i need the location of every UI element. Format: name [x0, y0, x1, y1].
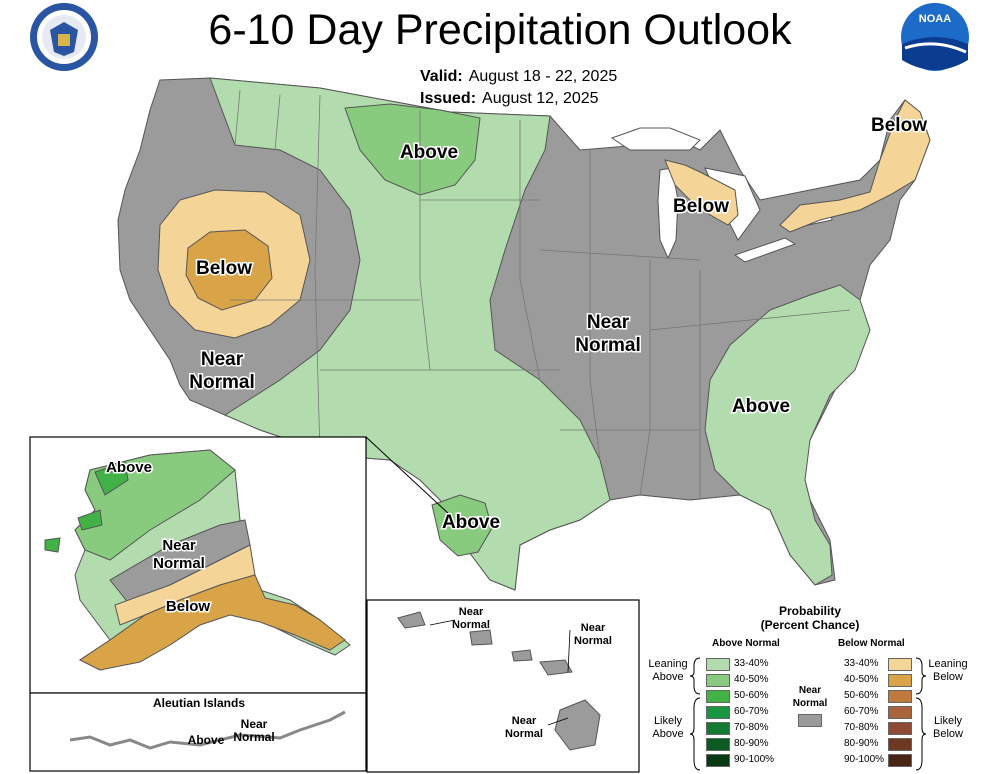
label-below-michigan: Below: [673, 196, 729, 217]
conus-above-33-40-central: [209, 77, 611, 591]
label-below-northeast: Below: [871, 115, 927, 136]
label-hi-near-b-1: Near: [581, 622, 606, 634]
legend-above-range: 80-90%: [734, 738, 769, 749]
issued-date: Issued: August 12, 2025: [420, 90, 599, 108]
state-borders: [230, 89, 851, 500]
legend-above-range: 90-100%: [734, 754, 775, 765]
lake-superior: [610, 127, 701, 151]
label-ak-below: Below: [166, 598, 211, 615]
aleutian-inset-frame: [29, 692, 367, 772]
hawaii-leader-lines: [429, 619, 571, 726]
issued-value: August 12, 2025: [482, 90, 599, 107]
label-aleutian-title: Aleutian Islands: [153, 696, 245, 710]
conus-below-40-50-west: [185, 229, 273, 311]
label-ak-near-1: Near: [162, 537, 196, 554]
label-aleutian-near-2: Normal: [233, 730, 274, 744]
legend-title-line-2: (Percent Chance): [760, 618, 860, 632]
label-above-texas: Above: [442, 512, 500, 533]
label-hi-near-a-1: Near: [459, 606, 484, 618]
legend-likely-above: Likely Above: [652, 715, 684, 740]
label-near-west-1: Near: [201, 349, 244, 370]
legend-below-range: 80-90%: [844, 738, 879, 749]
legend-above-swatch: [706, 722, 730, 735]
hawaii-islands: [397, 611, 601, 751]
legend-above-range: 60-70%: [734, 706, 769, 717]
label-near-central-2: Normal: [575, 335, 640, 356]
label-above-southeast: Above: [732, 396, 790, 417]
conus-below-33-40-northeast: [779, 99, 931, 233]
legend-title: Probability (Percent Chance): [730, 604, 890, 632]
legend-above-range: 33-40%: [734, 658, 769, 669]
legend-above-swatch: [706, 658, 730, 671]
noaa-logo-icon: NOAA: [901, 3, 969, 71]
valid-value: August 18 - 22, 2025: [468, 68, 618, 85]
legend-below-swatch: [888, 706, 912, 719]
legend-below-range: 70-80%: [844, 722, 879, 733]
legend-above-swatch: [706, 706, 730, 719]
conus-above-33-40-southeast: [704, 284, 871, 586]
inset-connector: [365, 436, 451, 516]
legend-below-swatch: [888, 738, 912, 751]
legend-below-range: 90-100%: [844, 754, 885, 765]
legend-below-swatch: [888, 754, 912, 767]
label-hi-near-b-2: Normal: [574, 635, 612, 647]
issued-label: Issued:: [420, 90, 477, 107]
probability-legend: Probability (Percent Chance) Above Norma…: [640, 600, 1000, 774]
alaska-above-50-60: [44, 461, 129, 553]
map-title: 6-10 Day Precipitation Outlook: [208, 6, 792, 54]
conus-above-40-50-north: [344, 103, 481, 196]
legend-above-range: 50-60%: [734, 690, 769, 701]
legend-leaning-below: Leaning Below: [928, 658, 968, 683]
conus-below-33-40-michigan: [664, 159, 739, 226]
legend-below-range: 50-60%: [844, 690, 879, 701]
legend-below-swatch: [888, 674, 912, 687]
legend-near-normal-label: Near Normal: [792, 685, 828, 709]
legend-likely-below: Likely Below: [933, 715, 963, 740]
department-of-commerce-seal-icon: [30, 3, 98, 71]
legend-above-range: 70-80%: [734, 722, 769, 733]
conus-above-40-50-texas: [431, 494, 493, 557]
legend-above-swatch: [706, 690, 730, 703]
legend-above-header: Above Normal: [712, 638, 780, 649]
label-hi-near-c-2: Normal: [505, 728, 543, 740]
lake-erie: [733, 237, 797, 263]
label-ak-above: Above: [106, 459, 152, 476]
label-above-north: Above: [400, 142, 458, 163]
aleutian-islands: [69, 710, 346, 750]
svg-text:NOAA: NOAA: [919, 13, 951, 25]
legend-braces: [689, 657, 927, 771]
label-below-west: Below: [196, 258, 252, 279]
label-aleutian-above: Above: [188, 733, 225, 747]
legend-below-range: 40-50%: [844, 674, 879, 685]
legend-above-swatch: [706, 674, 730, 687]
legend-above-swatch: [706, 754, 730, 767]
legend-above-swatch: [706, 738, 730, 751]
label-ak-near-2: Normal: [153, 555, 205, 572]
label-hi-near-a-2: Normal: [452, 619, 490, 631]
valid-label: Valid:: [420, 68, 463, 85]
legend-below-swatch: [888, 690, 912, 703]
label-aleutian-near-1: Near: [241, 717, 268, 731]
legend-leaning-above: Leaning Above: [648, 658, 688, 683]
label-near-west-2: Normal: [189, 372, 254, 393]
legend-above-range: 40-50%: [734, 674, 769, 685]
legend-below-swatch: [888, 722, 912, 735]
legend-below-range: 60-70%: [844, 706, 879, 717]
legend-near-normal-swatch: [798, 714, 822, 727]
legend-below-swatch: [888, 658, 912, 671]
label-hi-near-c-1: Near: [512, 715, 537, 727]
label-near-central-1: Near: [587, 312, 630, 333]
valid-dates: Valid: August 18 - 22, 2025: [420, 68, 617, 86]
legend-title-line-1: Probability: [778, 604, 841, 618]
alaska-below-40-50: [79, 574, 346, 671]
legend-below-range: 33-40%: [844, 658, 879, 669]
legend-below-header: Below Normal: [838, 638, 905, 649]
